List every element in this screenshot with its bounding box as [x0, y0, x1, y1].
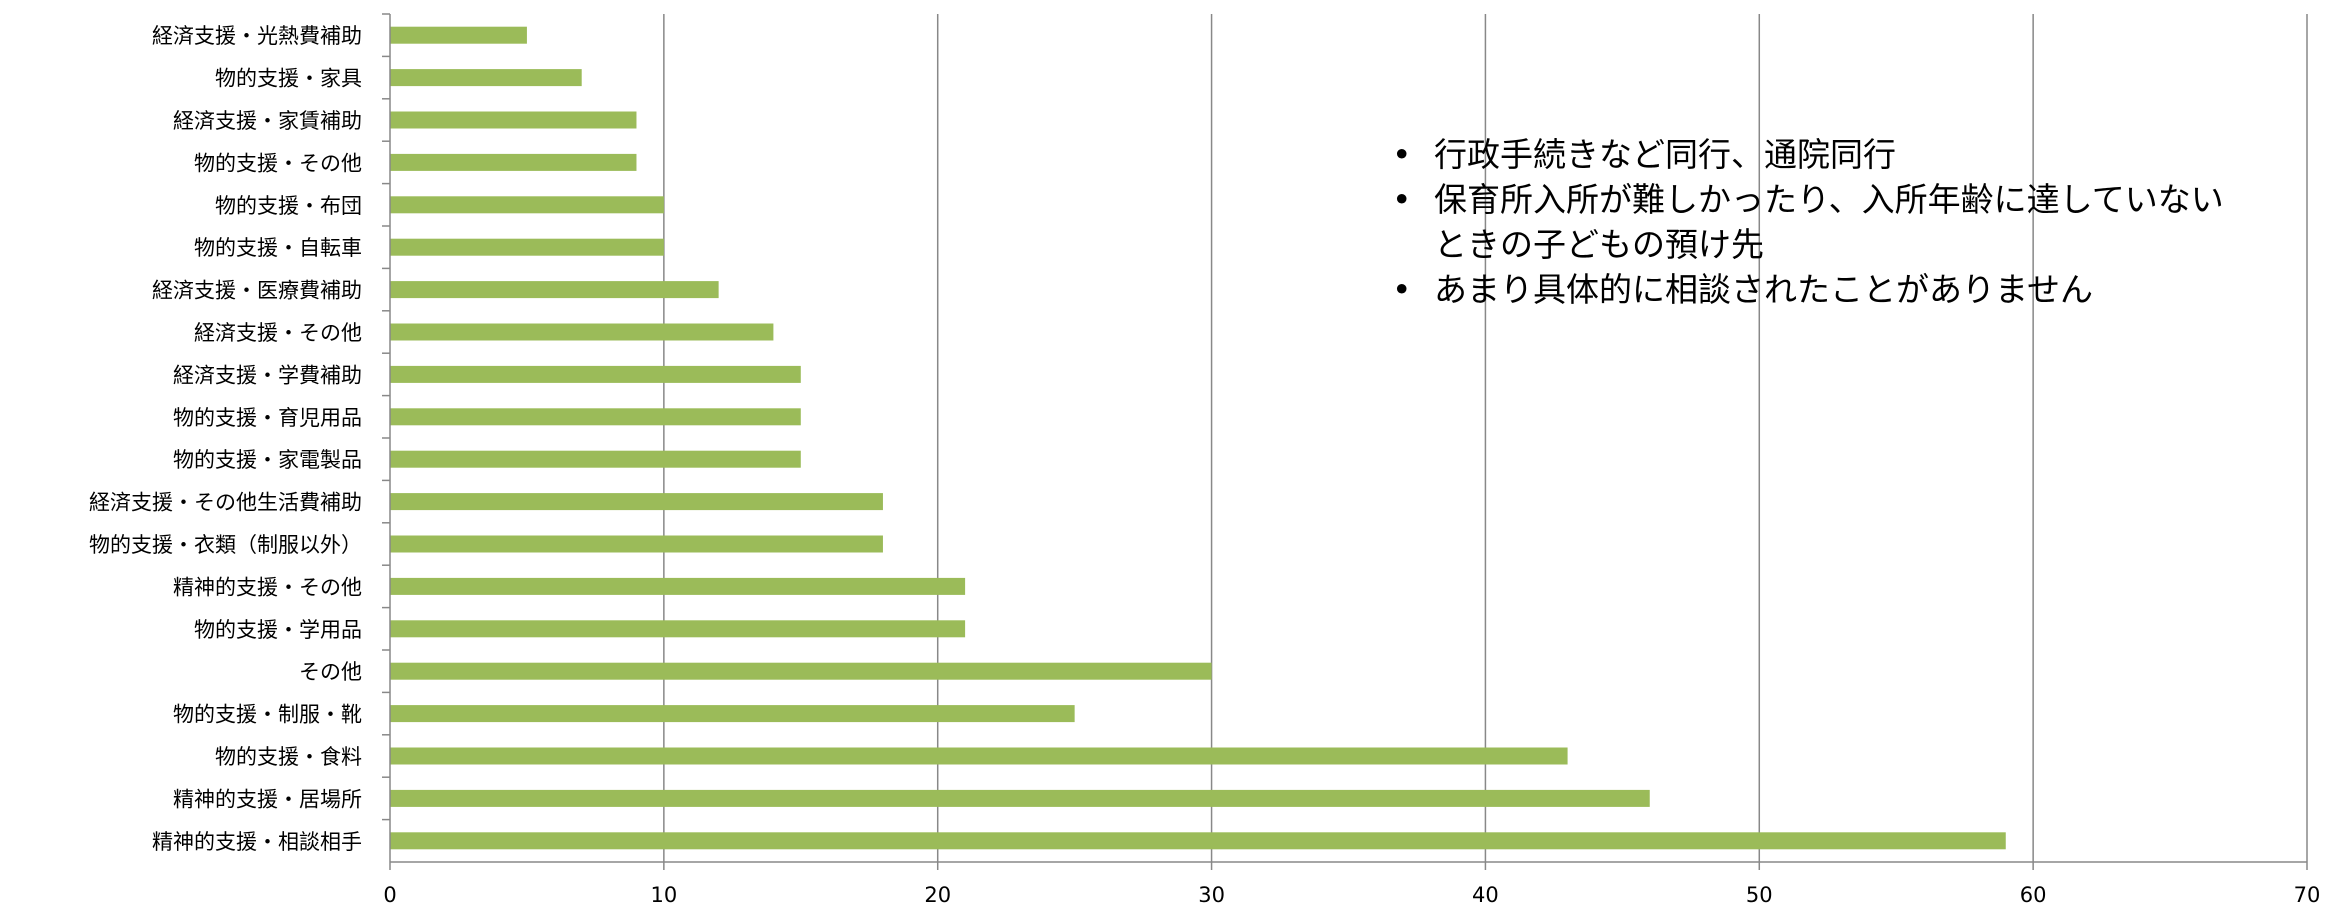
bar — [390, 408, 801, 426]
bar — [390, 111, 637, 129]
bars — [390, 26, 2006, 850]
category-label: 経済支援・その他 — [194, 321, 362, 345]
bar — [390, 323, 774, 341]
x-tick-label: 30 — [1198, 883, 1225, 903]
category-label: 物的支援・家電製品 — [173, 448, 362, 472]
annotation-item: あまり具体的に相談されたことがありません — [1392, 267, 2252, 312]
bar — [390, 26, 527, 44]
x-tick-label: 50 — [1746, 883, 1773, 903]
bar — [390, 69, 582, 87]
category-label: 物的支援・家具 — [215, 67, 362, 91]
category-label: 物的支援・育児用品 — [173, 406, 362, 430]
category-label: 物的支援・制服・靴 — [173, 703, 362, 727]
bar — [390, 493, 883, 511]
x-tick-label: 20 — [924, 883, 951, 903]
bar — [390, 365, 801, 383]
bar — [390, 662, 1212, 680]
category-label: その他 — [299, 660, 362, 684]
bar — [390, 196, 664, 214]
x-tick-labels: 0 10 20 30 40 50 60 70 — [383, 883, 2320, 903]
x-tick-label: 10 — [650, 883, 677, 903]
category-label: 物的支援・食料 — [215, 745, 362, 769]
category-label: 物的支援・衣類（制服以外） — [89, 533, 362, 557]
x-tick-label: 40 — [1472, 883, 1499, 903]
annotation-item: 保育所入所が難しかったり、入所年齢に達していないときの子どもの預け先 — [1392, 177, 2252, 267]
bar — [390, 577, 966, 595]
bar — [390, 789, 1650, 807]
bar — [390, 238, 664, 256]
x-tick-label: 60 — [2020, 883, 2047, 903]
bar — [390, 747, 1568, 765]
bar — [390, 450, 801, 468]
bar — [390, 535, 883, 553]
category-label: 経済支援・医療費補助 — [152, 279, 362, 303]
bar — [390, 832, 2006, 850]
bar — [390, 620, 966, 638]
category-labels: 経済支援・光熱費補助物的支援・家具経済支援・家賃補助物的支援・その他物的支援・布… — [89, 24, 362, 854]
category-label: 経済支援・光熱費補助 — [152, 24, 362, 48]
annotation-list: 行政手続きなど同行、通院同行 保育所入所が難しかったり、入所年齢に達していないと… — [1392, 132, 2252, 312]
annotation-item: 行政手続きなど同行、通院同行 — [1392, 132, 2252, 177]
x-tick-label: 0 — [383, 883, 396, 903]
category-label: 物的支援・学用品 — [194, 618, 362, 642]
category-label: 物的支援・自転車 — [194, 236, 362, 260]
bar — [390, 281, 719, 299]
category-label: 経済支援・学費補助 — [173, 363, 362, 387]
axes — [382, 13, 2308, 870]
bar — [390, 705, 1075, 723]
category-label: 物的支援・布団 — [215, 194, 362, 218]
category-label: 精神的支援・その他 — [173, 575, 362, 599]
category-label: 物的支援・その他 — [194, 151, 362, 175]
bar — [390, 153, 637, 171]
category-label: 精神的支援・居場所 — [173, 787, 362, 811]
category-label: 経済支援・家賃補助 — [173, 109, 362, 133]
category-label: 経済支援・その他生活費補助 — [89, 491, 362, 515]
category-label: 精神的支援・相談相手 — [152, 830, 362, 854]
x-tick-label: 70 — [2294, 883, 2321, 903]
